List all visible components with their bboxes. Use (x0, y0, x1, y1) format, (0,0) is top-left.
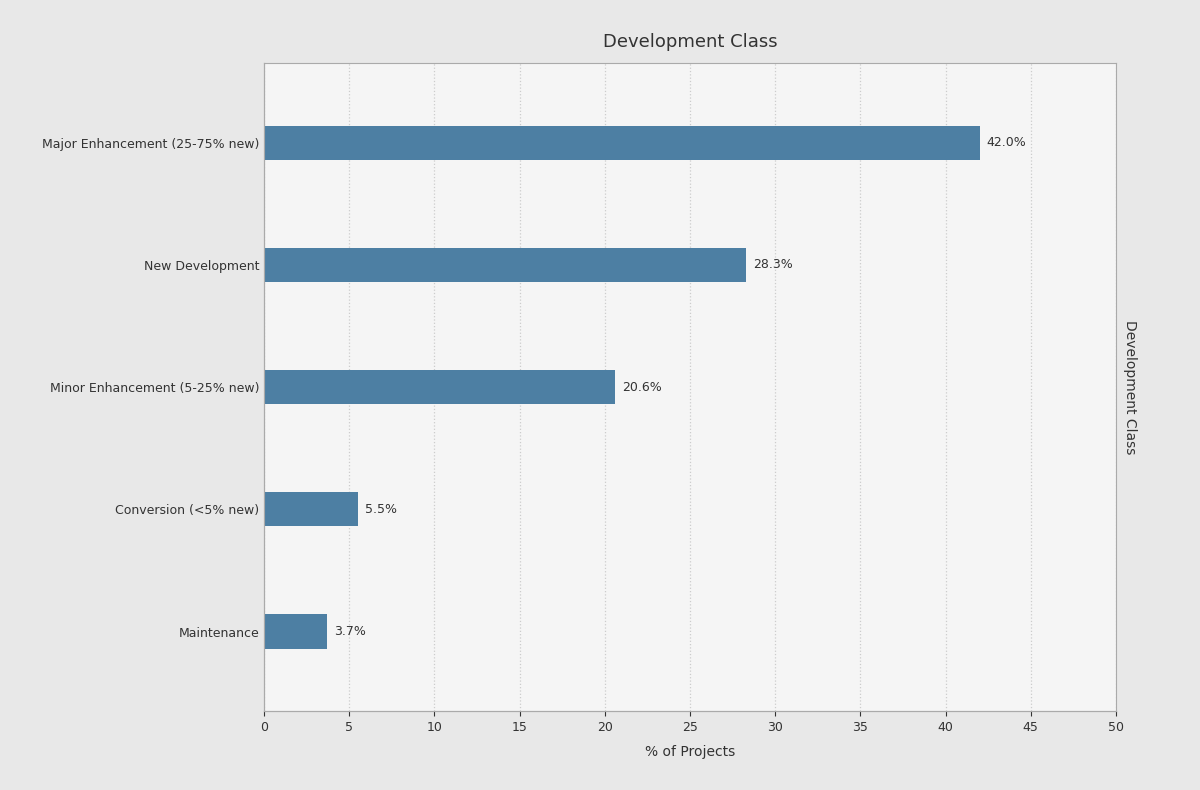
Text: 5.5%: 5.5% (365, 502, 396, 516)
Bar (264, 370, 616, 404)
Bar (264, 492, 358, 526)
Text: 3.7%: 3.7% (334, 625, 366, 638)
Y-axis label: Development Class: Development Class (1123, 320, 1136, 454)
Text: 42.0%: 42.0% (986, 136, 1026, 149)
Bar (264, 126, 979, 160)
X-axis label: % of Projects: % of Projects (644, 745, 736, 759)
Title: Development Class: Development Class (602, 32, 778, 51)
Bar (264, 615, 328, 649)
Bar (264, 248, 746, 282)
Text: 28.3%: 28.3% (754, 258, 793, 272)
Text: 20.6%: 20.6% (622, 381, 661, 393)
